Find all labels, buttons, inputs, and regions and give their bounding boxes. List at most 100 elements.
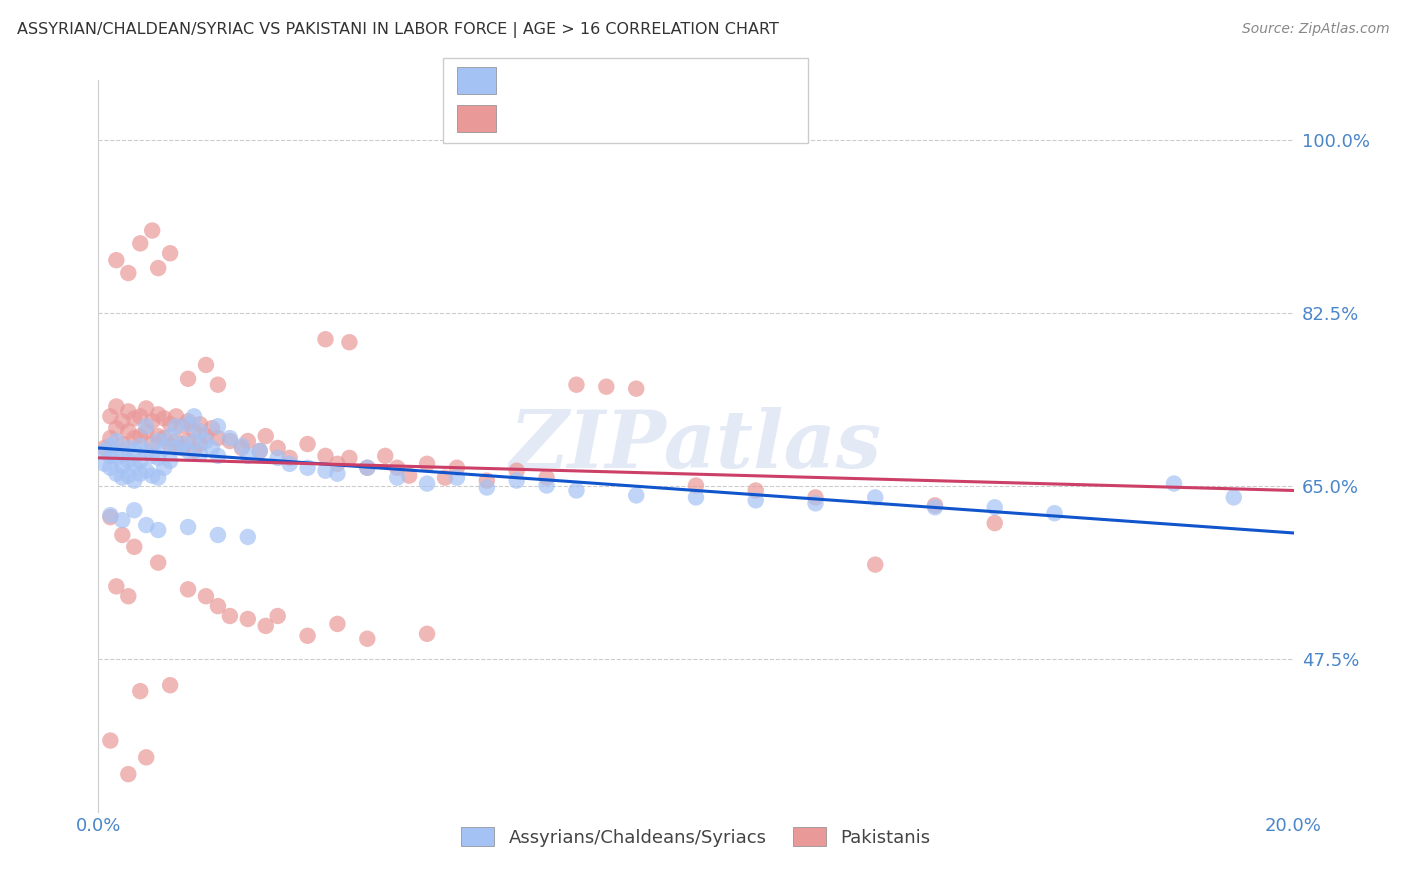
Point: [129, 684, 152, 698]
Point: [135, 419, 157, 434]
Point: [745, 483, 768, 498]
Point: [117, 589, 139, 603]
Point: [148, 523, 170, 537]
Point: [98, 460, 122, 475]
Point: [207, 431, 229, 445]
Point: [297, 460, 319, 475]
Point: [177, 372, 200, 386]
Point: [315, 332, 337, 346]
Point: [159, 429, 181, 443]
Point: [195, 429, 218, 443]
Point: [124, 458, 146, 473]
Point: [148, 261, 170, 276]
Point: [141, 437, 163, 451]
Text: ZIPatlas: ZIPatlas: [510, 408, 882, 484]
Point: [626, 488, 648, 502]
Point: [1223, 491, 1246, 505]
Point: [129, 439, 152, 453]
Point: [153, 441, 176, 455]
Point: [804, 491, 827, 505]
Point: [506, 464, 529, 478]
Point: [135, 518, 157, 533]
Point: [98, 409, 122, 424]
Point: [111, 470, 134, 484]
Point: [1163, 476, 1185, 491]
Point: [117, 454, 139, 468]
Point: [339, 335, 361, 350]
Point: [207, 377, 229, 392]
Text: R =: R =: [513, 110, 553, 128]
Point: [165, 409, 187, 424]
Point: [141, 468, 163, 483]
Point: [111, 447, 134, 461]
Point: [434, 470, 457, 484]
Point: [219, 609, 242, 624]
Point: [177, 520, 200, 534]
Point: [111, 458, 134, 473]
Point: [117, 441, 139, 455]
Point: [117, 424, 139, 438]
Point: [219, 434, 242, 448]
Point: [207, 449, 229, 463]
Point: [201, 421, 224, 435]
Point: [105, 421, 128, 435]
Point: [124, 474, 146, 488]
Point: [183, 424, 205, 438]
Point: [165, 441, 187, 455]
Point: [536, 478, 558, 492]
Point: [207, 528, 229, 542]
Point: [177, 444, 200, 458]
Text: R =: R =: [513, 71, 553, 89]
Point: [236, 530, 259, 544]
Point: [984, 516, 1007, 530]
Point: [267, 441, 290, 455]
Point: [356, 460, 378, 475]
Point: [141, 414, 163, 428]
Point: [984, 500, 1007, 515]
Point: [1043, 506, 1066, 520]
Point: [183, 409, 205, 424]
Point: [177, 417, 200, 432]
Point: [297, 437, 319, 451]
Point: [188, 447, 211, 461]
Point: [135, 444, 157, 458]
Point: [165, 434, 187, 448]
Point: [141, 449, 163, 463]
Point: [374, 449, 396, 463]
Point: [105, 450, 128, 465]
Point: [236, 612, 259, 626]
Text: 80: 80: [689, 71, 714, 89]
Point: [475, 481, 498, 495]
Point: [201, 441, 224, 455]
Point: [385, 460, 409, 475]
Point: [249, 444, 271, 458]
Point: [254, 619, 277, 633]
Point: [105, 579, 128, 593]
Point: [124, 444, 146, 458]
Point: [165, 419, 187, 434]
Point: [416, 627, 439, 641]
Point: [416, 457, 439, 471]
Point: [124, 503, 146, 517]
Point: [129, 454, 152, 468]
Point: [148, 408, 170, 422]
Point: [159, 246, 181, 260]
Point: [177, 414, 200, 428]
Point: [172, 419, 194, 434]
Point: [475, 474, 498, 488]
Point: [236, 434, 259, 448]
Point: [135, 401, 157, 416]
Point: [595, 380, 617, 394]
Point: [326, 467, 349, 481]
Point: [254, 429, 277, 443]
Text: 102: 102: [689, 110, 727, 128]
Point: [129, 467, 152, 481]
Point: [278, 450, 301, 465]
Point: [141, 223, 163, 237]
Point: [183, 444, 205, 458]
Point: [804, 496, 827, 510]
Point: [159, 454, 181, 468]
Point: [188, 437, 211, 451]
Point: [219, 431, 242, 445]
Point: [195, 589, 218, 603]
